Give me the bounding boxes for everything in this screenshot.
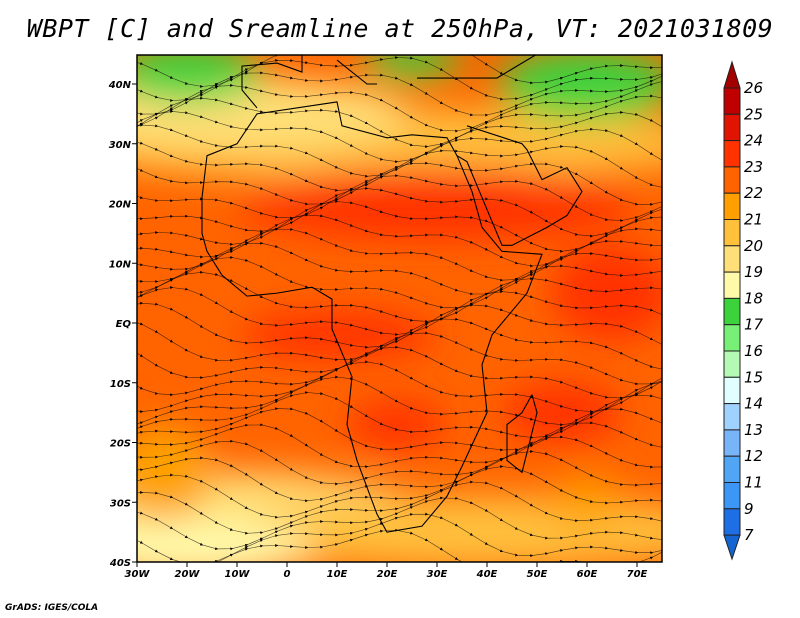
y-tick-label: 20N	[109, 200, 132, 211]
y-tick-label: 40N	[108, 80, 132, 91]
x-tick-label: 50E	[527, 569, 548, 580]
coastline	[201, 101, 543, 533]
chart-title: WBPT [C] and Sreamline at 250hPa, VT: 20…	[26, 14, 774, 43]
colorbar-label: 22	[744, 184, 763, 202]
colorbar-box	[723, 219, 741, 247]
colorbar-box	[723, 166, 741, 194]
colorbar-box	[723, 140, 741, 168]
field-region	[362, 55, 462, 79]
coastline	[417, 55, 537, 79]
x-tick-label: 20W	[175, 569, 201, 580]
x-tick-label: 60E	[577, 569, 598, 580]
colorbar-box	[723, 482, 741, 510]
coastlines	[201, 55, 583, 533]
colorbar-box	[723, 297, 741, 326]
y-tick-label: 10S	[110, 379, 131, 390]
colorbar-box	[723, 271, 741, 299]
colorbar-box	[723, 376, 741, 405]
x-tick-label: 70E	[627, 569, 648, 580]
coastline	[241, 55, 303, 109]
map-frame	[136, 54, 663, 563]
x-tick-label: 20E	[377, 569, 398, 580]
y-tick-label: 30N	[109, 140, 132, 151]
coastline	[456, 125, 583, 246]
grads-credit: GrADS: IGES/COLA	[5, 603, 99, 613]
colorbar-box	[723, 324, 741, 352]
colorbar-label: 19	[744, 263, 763, 281]
colorbar-label: 23	[744, 158, 763, 176]
colorbar-box	[723, 113, 741, 142]
colorbar-label: 12	[744, 447, 763, 465]
colorbar-box	[723, 87, 741, 115]
colorbar-label: 9	[744, 500, 754, 518]
x-tick-label: 0	[284, 569, 291, 580]
x-tick-label: 30E	[427, 569, 448, 580]
y-axis: 40N 30N 20N 10N EQ 10S 20S 30S 40S	[108, 80, 137, 569]
y-tick-label: 40S	[109, 558, 131, 569]
y-tick-label: 30S	[110, 498, 131, 509]
colorbar-label: 26	[744, 79, 763, 97]
colorbar: 26 25 24 23 22 21 20 19 18 17 16 15 14 13 12 11 9 7	[723, 60, 764, 561]
x-tick-label: 30W	[125, 569, 151, 580]
colorbar-label: 7	[744, 526, 754, 544]
x-tick-label: 10W	[225, 569, 251, 580]
map-area	[137, 55, 662, 562]
field-region	[502, 382, 622, 443]
colorbar-box	[723, 350, 741, 378]
colorbar-label: 20	[744, 237, 763, 255]
colorbar-label: 15	[744, 368, 763, 386]
colorbar-box	[723, 403, 741, 431]
field-region	[137, 55, 262, 103]
colorbar-box	[723, 508, 741, 536]
field-region	[237, 167, 637, 240]
colorbar-box	[723, 455, 741, 484]
field-region	[497, 55, 662, 120]
x-tick-label: 40E	[476, 569, 498, 580]
y-tick-label: 20S	[110, 439, 131, 450]
colorbar-box	[723, 192, 741, 220]
y-tick-label: EQ	[116, 319, 132, 330]
colorbar-bottom-arrow	[723, 534, 741, 561]
colorbar-label: 14	[744, 395, 763, 413]
colorbar-label: 17	[744, 316, 764, 334]
colorbar-label: 24	[744, 132, 763, 150]
streamlines	[137, 55, 662, 562]
x-axis: 30W 20W 10W 0 10E 20E 30E 40E 50E 60E 70E	[125, 562, 648, 580]
colorbar-label: 11	[744, 474, 763, 492]
colorbar-box	[723, 245, 741, 273]
colorbar-label: 16	[744, 342, 763, 360]
x-tick-label: 10E	[327, 569, 348, 580]
field-region	[347, 400, 447, 449]
colorbar-label: 13	[744, 421, 763, 439]
colorbar-top-arrow	[723, 60, 741, 89]
y-tick-label: 10N	[109, 259, 132, 270]
colorbar-box	[723, 429, 741, 457]
coastline	[506, 394, 538, 474]
field-region	[137, 233, 237, 354]
colorbar-label: 21	[744, 211, 763, 229]
coastline	[336, 59, 377, 85]
colorbar-label: 18	[744, 289, 763, 307]
colorbar-label: 25	[744, 105, 763, 123]
